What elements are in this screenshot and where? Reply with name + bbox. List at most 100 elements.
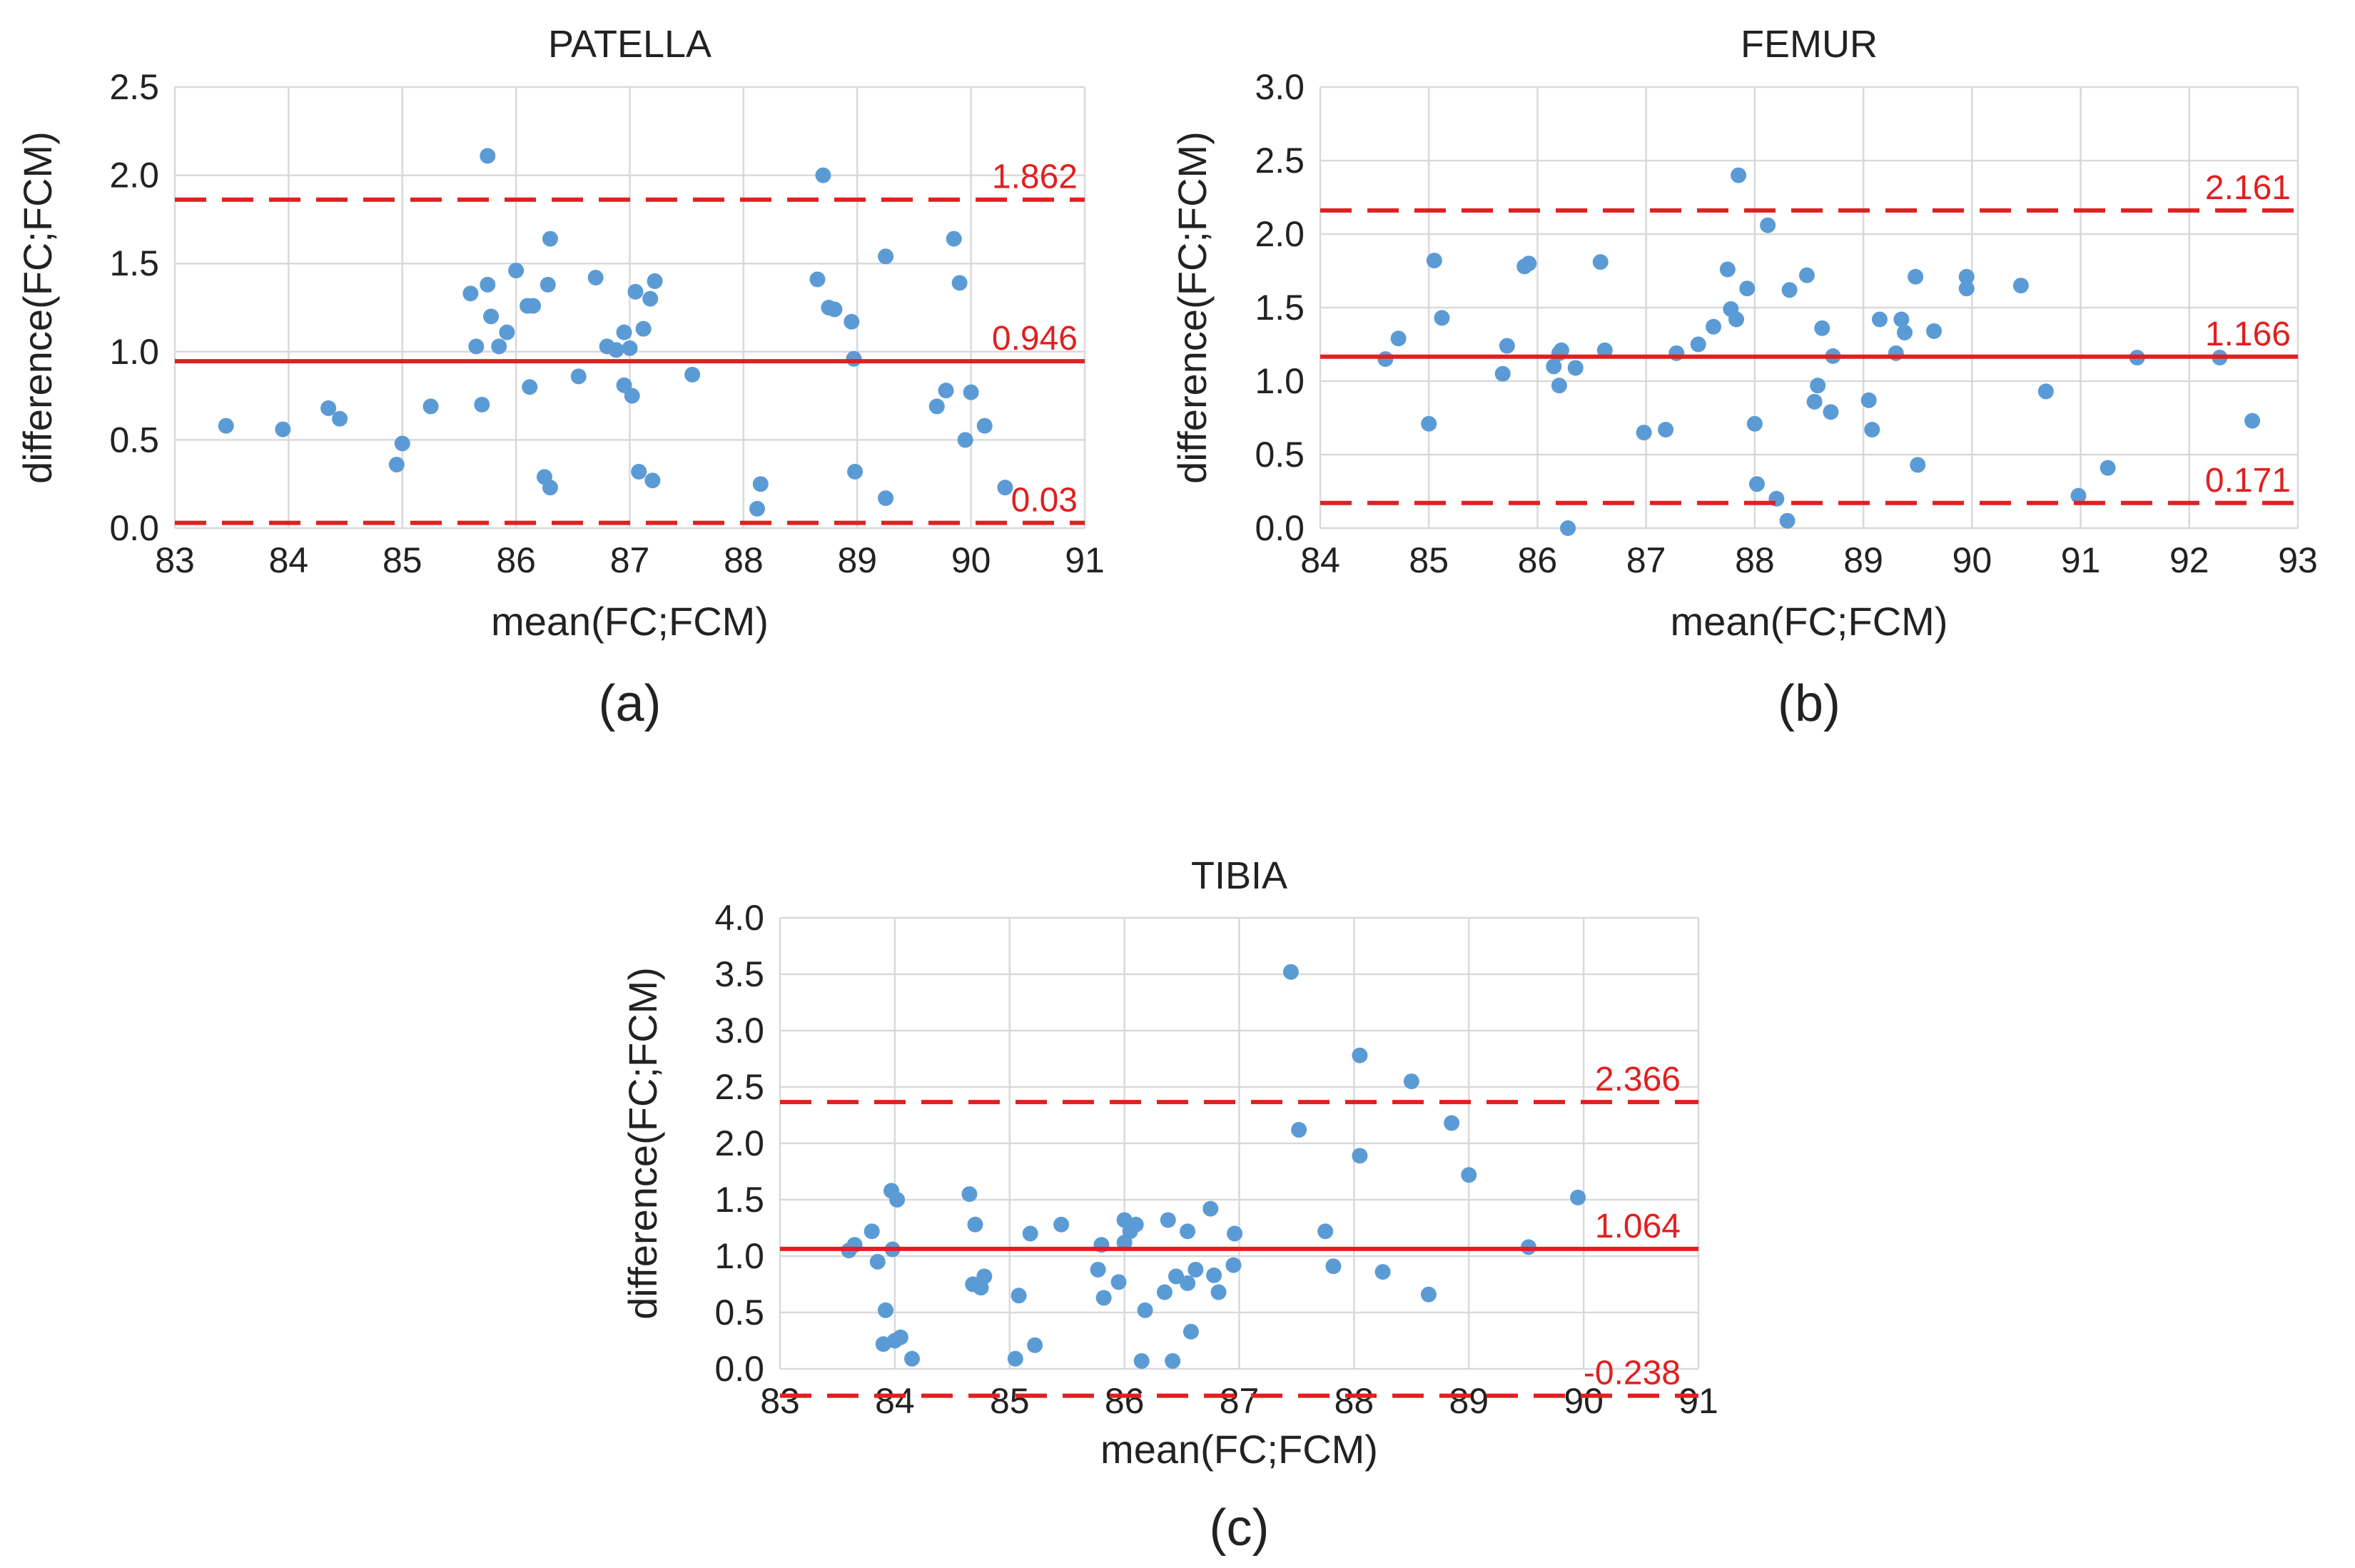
data-point [878,1302,894,1318]
data-point [627,283,644,300]
data-point [422,398,439,415]
data-point [997,480,1013,496]
data-point [1390,330,1407,347]
data-point [1494,365,1511,382]
data-point [468,338,485,355]
chart-title: TIBIA [1191,854,1287,897]
data-point [878,248,894,265]
data-point [826,301,843,318]
data-point [1798,267,1815,283]
data-point [1910,457,1926,473]
y-axis-label: difference(FC;FCM) [1170,131,1215,484]
reference-line-label: 1.862 [992,158,1078,196]
data-point [394,435,410,452]
y-tick-label: 1.0 [1255,361,1305,401]
data-point [616,324,632,340]
data-point [1225,1257,1242,1273]
y-axis-label: difference(FC;FCM) [620,967,665,1320]
data-point [1461,1167,1477,1183]
x-tick-label: 84 [269,540,309,580]
data-point [976,1268,993,1285]
data-point [462,285,479,302]
data-point [809,271,826,288]
y-tick-label: 0.5 [1255,435,1305,475]
reference-line-label: 2.366 [1595,1061,1681,1098]
y-tick-label: 2.5 [1255,141,1305,181]
x-tick-label: 86 [496,540,536,580]
x-tick-label: 86 [1105,1381,1145,1421]
chart-panel-tibia: 83 84 85 86 87 88 89 90 91 0.0 0.5 1.0 1.5 2.0 2.5 3.0 3… [620,854,1718,1557]
data-point [946,231,962,247]
data-point [275,421,291,437]
x-tick-label: 91 [1065,540,1105,580]
data-point [1896,325,1913,341]
y-tick-label: 1.0 [714,1236,764,1276]
y-tick-label: 1.5 [714,1180,764,1220]
data-point [570,368,587,385]
data-point [1871,311,1888,328]
reference-line-label: 0.03 [1011,482,1078,520]
data-point [1551,378,1567,394]
data-point [892,1329,908,1345]
data-point [1781,282,1798,298]
data-point [1779,512,1796,529]
data-point [2244,413,2261,429]
data-point [1860,392,1877,408]
x-tick-label: 87 [610,540,650,580]
data-point [684,366,701,383]
reference-line-label: 0.171 [2205,462,2291,500]
data-point [1180,1223,1196,1240]
data-point [1426,253,1442,269]
data-point [480,276,496,293]
data-point [1893,311,1910,328]
data-point [889,1192,906,1208]
x-tick-label: 92 [2169,540,2209,580]
panel-label: (c) [1210,1499,1270,1557]
data-point [1421,415,1437,432]
data-point [540,276,556,293]
reference-line-label: 2.161 [2205,169,2291,207]
data-point [491,338,507,355]
data-point [1317,1223,1334,1240]
data-point [2070,487,2087,504]
x-tick-label: 85 [383,540,422,580]
data-point [1596,342,1613,358]
x-axis-label: mean(FC;FCM) [1100,1427,1378,1472]
data-point [624,388,640,404]
data-point [1165,1352,1181,1369]
y-tick-label: 1.0 [109,332,159,372]
data-point [1133,1352,1150,1369]
data-point [1128,1216,1144,1233]
data-point [1182,1323,1199,1340]
data-point [1560,520,1576,536]
data-point [525,298,542,314]
data-point [332,410,348,427]
data-point [815,167,831,183]
data-point [1434,310,1450,326]
data-point [1352,1148,1368,1164]
data-point [1180,1275,1196,1291]
x-axis-label: mean(FC;FCM) [491,599,769,644]
panel-label: (b) [1778,675,1840,732]
x-tick-label: 84 [1300,540,1340,580]
chart-panel-patella: 83 84 85 86 87 88 89 90 91 0.0 0.5 1.0 1.5 2.0 2.5 1.86… [15,23,1105,732]
data-point [846,350,862,367]
data-point [1592,254,1609,270]
chart-title: PATELLA [548,23,711,66]
x-tick-label: 90 [1564,1381,1604,1421]
data-point [1864,421,1880,437]
data-point [938,383,954,399]
y-tick-label: 0.0 [109,508,159,548]
data-point [542,480,558,496]
data-point [474,396,490,413]
data-point [1282,963,1299,980]
data-point [963,384,979,400]
data-point [1156,1284,1173,1300]
reference-line-label: 1.064 [1595,1208,1681,1245]
data-point [522,379,538,395]
y-tick-label: 0.5 [714,1293,764,1332]
x-tick-label: 93 [2278,540,2318,580]
x-tick-label: 86 [1518,540,1558,580]
x-tick-label: 88 [1334,1381,1374,1421]
data-point [1374,1264,1391,1280]
